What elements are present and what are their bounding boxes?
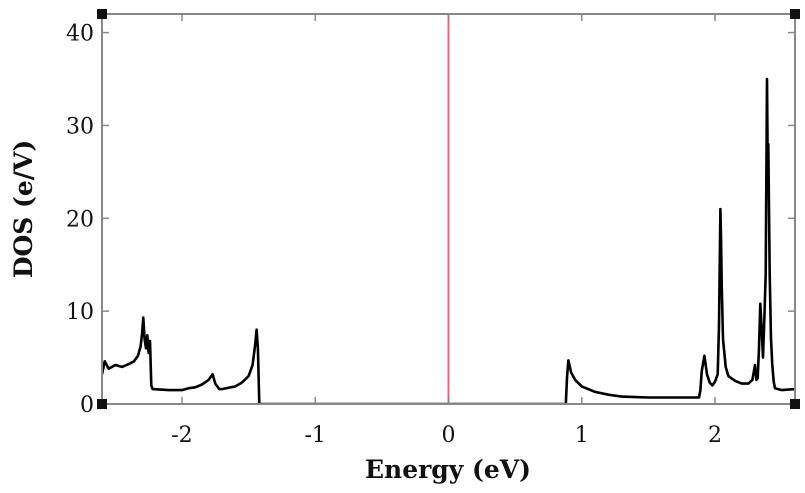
corner-marker bbox=[790, 9, 800, 19]
x-tick-label: 0 bbox=[442, 423, 456, 448]
y-tick-label: 0 bbox=[80, 393, 94, 418]
dos-series-line bbox=[102, 77, 795, 404]
corner-markers bbox=[97, 9, 800, 409]
y-tick-label: 30 bbox=[66, 114, 94, 139]
x-tick-label: -2 bbox=[171, 423, 192, 448]
y-axis-title: DOS (e/V) bbox=[9, 140, 38, 278]
series-layer bbox=[102, 77, 795, 404]
corner-marker bbox=[790, 399, 800, 409]
x-tick-label: 1 bbox=[575, 423, 589, 448]
corner-marker bbox=[97, 399, 107, 409]
y-tick-label: 40 bbox=[66, 22, 94, 47]
corner-marker bbox=[97, 9, 107, 19]
x-tick-label: 2 bbox=[708, 423, 722, 448]
x-tick-label: -1 bbox=[305, 423, 326, 448]
plot-area bbox=[102, 14, 795, 404]
y-tick-label: 20 bbox=[66, 207, 94, 232]
y-tick-label: 10 bbox=[66, 300, 94, 325]
x-axis-title: Energy (eV) bbox=[365, 455, 531, 484]
